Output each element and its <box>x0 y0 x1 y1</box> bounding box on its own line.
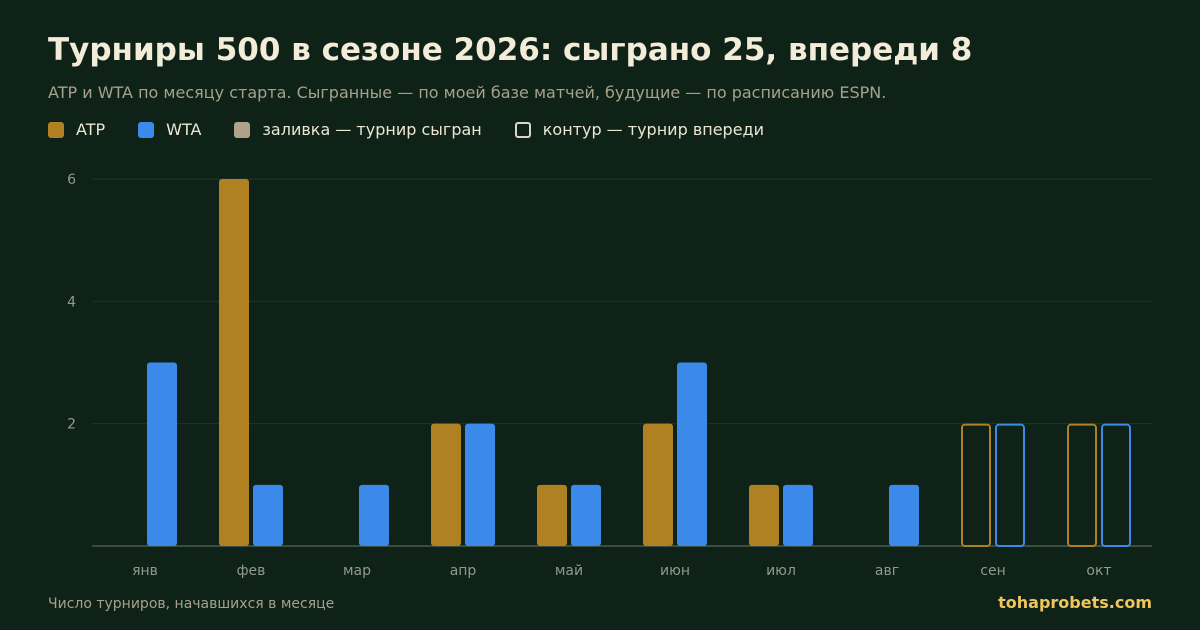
footnote: Число турниров, начавшихся в месяце <box>48 596 335 612</box>
legend-swatch-atp <box>48 121 64 138</box>
bar-wta-3 <box>359 484 389 546</box>
x-tick-label: авг <box>875 563 899 579</box>
bar-atp-9 <box>961 423 991 547</box>
legend-item-wta: WTA <box>138 120 201 139</box>
bar-atp-7 <box>749 484 779 546</box>
x-tick-label: июн <box>660 563 690 579</box>
bar-atp-2 <box>219 179 249 546</box>
bar-wta-2 <box>253 484 283 546</box>
legend-swatch-wta <box>138 121 155 138</box>
y-tick-label: 4 <box>67 294 76 310</box>
x-tick-label: май <box>555 563 583 579</box>
legend-item-atp: ATP <box>48 120 105 139</box>
bar-wta-4 <box>465 423 495 546</box>
bar-wta-9 <box>995 423 1025 547</box>
bar-atp-5 <box>537 484 567 546</box>
chart-subtitle: ATP и WTA по месяцу старта. Сыгранные — … <box>48 83 887 102</box>
x-tick-label: июл <box>766 563 796 579</box>
legend-item-played: заливка — турнир сыгран <box>234 120 482 139</box>
x-tick-label: янв <box>132 563 158 579</box>
legend: ATP WTA заливка — турнир сыгран контур —… <box>48 120 797 139</box>
bar-wta-1 <box>147 362 177 546</box>
legend-swatch-upcoming <box>514 121 531 138</box>
bar-atp-10 <box>1067 423 1097 547</box>
legend-label-atp: ATP <box>76 120 106 139</box>
legend-label-wta: WTA <box>166 120 202 139</box>
legend-label-played: заливка — турнир сыгран <box>262 120 482 139</box>
brand-link[interactable]: tohaprobets.com <box>998 593 1152 612</box>
legend-swatch-played <box>234 121 251 138</box>
bar-atp-6 <box>643 423 673 546</box>
bar-atp-4 <box>431 423 461 546</box>
x-tick-label: мар <box>343 563 371 579</box>
bar-wta-7 <box>783 484 813 546</box>
chart-title: Турниры 500 в сезоне 2026: сыграно 25, в… <box>48 32 973 68</box>
x-tick-label: фев <box>237 563 266 579</box>
bar-wta-5 <box>571 484 601 546</box>
legend-item-upcoming: контур — турнир впереди <box>514 120 765 139</box>
y-tick-label: 6 <box>67 172 76 188</box>
legend-label-upcoming: контур — турнир впереди <box>542 120 765 139</box>
x-tick-label: окт <box>1086 563 1111 579</box>
x-tick-label: апр <box>450 563 477 579</box>
x-tick-label: сен <box>980 563 1005 579</box>
bar-wta-6 <box>677 362 707 546</box>
y-tick-label: 2 <box>67 417 76 433</box>
bar-wta-10 <box>1101 423 1131 547</box>
bar-wta-8 <box>889 484 919 546</box>
